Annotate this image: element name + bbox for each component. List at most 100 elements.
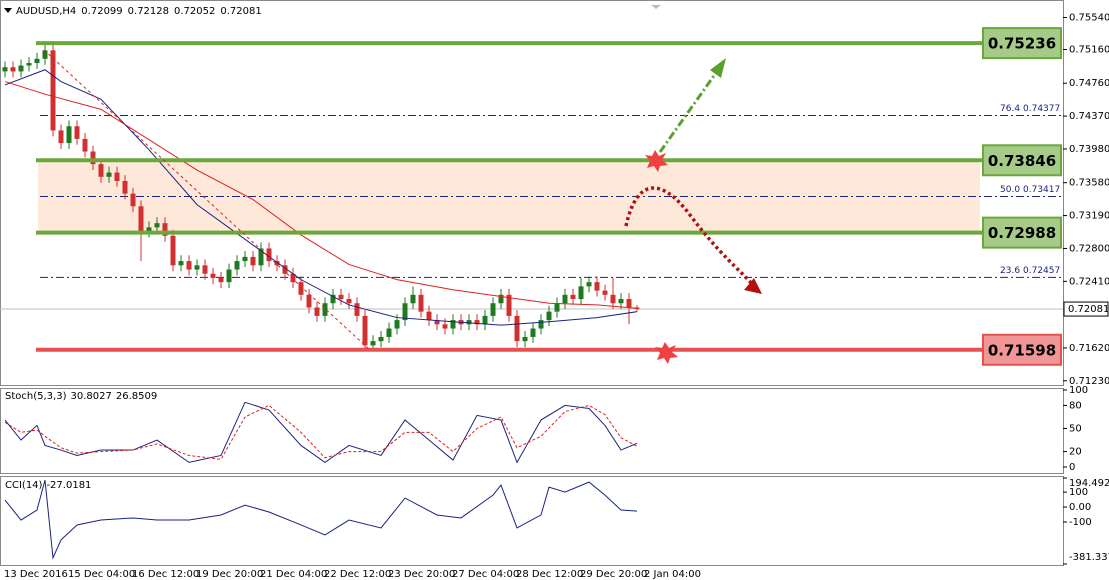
candle-body — [154, 223, 160, 228]
candle-body — [426, 311, 432, 321]
candle-body — [242, 256, 248, 262]
candle-body — [114, 172, 120, 182]
candle-body — [482, 315, 488, 325]
y-tick-label: 50 — [1069, 424, 1082, 435]
level-label: 0.72988 — [988, 224, 1056, 242]
candle-body — [66, 126, 72, 144]
y-tick-label: 100 — [1069, 385, 1088, 396]
cci-name: CCI(14) — [5, 480, 43, 491]
candle-body — [186, 261, 192, 270]
level-label: 0.71598 — [988, 341, 1056, 359]
y-tick-label: 0.73580 — [1069, 178, 1109, 189]
candle-body — [226, 269, 232, 283]
menu-arrow — [4, 8, 12, 13]
candle-body — [42, 50, 48, 59]
candle-body — [490, 303, 496, 316]
stoch-line — [4, 401, 638, 464]
candle-body — [386, 328, 392, 337]
candle-body — [498, 294, 504, 304]
y-tick-label: 100 — [1069, 487, 1088, 498]
x-tick-label: 27 Dec 04:00 — [452, 569, 519, 580]
ohlc-open: 0.72099 — [81, 6, 122, 17]
candle-body — [306, 294, 312, 308]
burst — [655, 342, 678, 364]
candle-body — [170, 235, 176, 266]
candle-body — [546, 311, 552, 321]
candle-body — [570, 294, 576, 300]
x-tick-label: 23 Dec 20:00 — [388, 569, 455, 580]
candle-body — [410, 294, 416, 304]
candle-body — [586, 282, 592, 287]
candle-body — [394, 320, 400, 329]
candle-body — [122, 181, 128, 194]
y-tick-label: 0.72410 — [1069, 276, 1109, 287]
candle-body — [34, 58, 40, 64]
moving-average — [4, 69, 638, 326]
candle-body — [378, 336, 384, 342]
candle-body — [530, 328, 536, 337]
fib-ratio: 50.0 — [1000, 185, 1020, 195]
y-tick-label: 20 — [1069, 447, 1082, 458]
fib-price: 0.73417 — [1023, 185, 1060, 195]
candle-body — [362, 315, 368, 346]
candle-body — [10, 67, 16, 72]
candle-body — [146, 227, 152, 232]
candle-body — [162, 223, 168, 236]
candle-body — [18, 65, 24, 72]
ohlc-low: 0.72052 — [174, 6, 215, 17]
candle-body — [178, 261, 184, 266]
level-box — [982, 216, 1062, 249]
stoch-panel — [0, 388, 1064, 474]
candle-body — [290, 273, 296, 283]
candle-body — [298, 282, 304, 295]
candle-body — [82, 138, 88, 152]
y-tick-label: 0.71230 — [1069, 376, 1109, 387]
y-tick-label: 0.73190 — [1069, 211, 1109, 222]
candle-body — [106, 172, 112, 177]
candle-body — [218, 277, 224, 283]
x-tick-label: 15 Dec 04:00 — [68, 569, 135, 580]
candle-body — [522, 336, 528, 342]
candle-body — [370, 341, 376, 346]
up-arrow-line — [658, 69, 720, 153]
level-box — [982, 144, 1062, 177]
stoch-line — [4, 404, 638, 460]
candle-body — [282, 265, 288, 274]
candle-body — [626, 299, 632, 308]
chart-title: AUDUSD,H4 0.72099 0.72128 0.72052 0.72081 — [16, 6, 262, 17]
fib-ratio: 76.4 — [1000, 104, 1020, 114]
up-arrowhead — [710, 58, 726, 78]
candle-body — [322, 303, 328, 316]
x-tick-label: 19 Dec 20:00 — [196, 569, 263, 580]
ohlc-close: 0.72081 — [220, 6, 261, 17]
symbol: AUDUSD,H4 — [16, 6, 76, 17]
candle-body — [442, 324, 448, 329]
candle-body — [314, 307, 320, 316]
candle-body — [506, 294, 512, 316]
candle-body — [562, 294, 568, 304]
candle-body — [594, 282, 600, 291]
price-label: 0.72081 — [1068, 304, 1109, 315]
candle-body — [138, 206, 144, 232]
y-tick-label: 0.00 — [1069, 502, 1091, 513]
candle-body — [234, 261, 240, 270]
candle-body — [466, 320, 472, 325]
candle-body — [418, 294, 424, 312]
stoch-title: Stoch(5,3,3) 30.8027 26.8509 — [5, 391, 157, 402]
down-arrow-line — [624, 186, 754, 286]
plot-layer: 0.75540 0.75160 0.74760 0.74370 0.73980 0.735… — [0, 6, 1109, 580]
candle-body — [50, 50, 56, 131]
x-tick-label: 28 Dec 12:00 — [516, 569, 583, 580]
price-box — [1063, 301, 1109, 317]
y-tick-label: -100 — [1069, 517, 1092, 528]
y-tick-label: 0.74370 — [1069, 111, 1109, 122]
candle-body — [26, 63, 32, 66]
candle-body — [554, 303, 560, 312]
candle-body — [2, 67, 8, 72]
fib-ratio: 23.6 — [1000, 266, 1020, 276]
y-tick-label: 0.72800 — [1069, 243, 1109, 254]
y-tick-label: -381.3375 — [1069, 552, 1109, 563]
candle-body — [58, 130, 64, 144]
candle-body — [610, 294, 616, 304]
